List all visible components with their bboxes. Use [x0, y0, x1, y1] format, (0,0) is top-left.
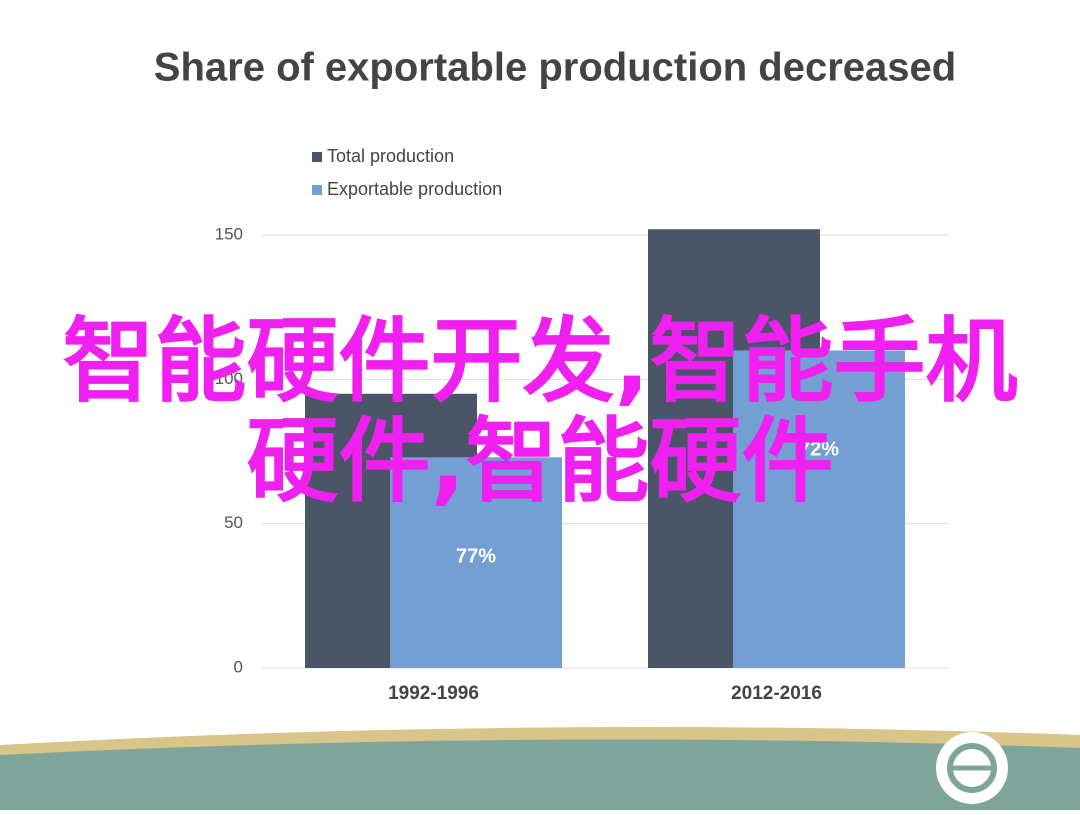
legend-label: Total production	[327, 146, 454, 166]
legend-swatch	[312, 152, 322, 162]
footer-wave	[0, 739, 1080, 810]
bar-annotation: 72%	[799, 439, 839, 461]
legend: Total production Exportable production	[312, 146, 502, 199]
y-tick-label: 150	[215, 224, 243, 243]
chart-title: Share of exportable production decreased	[154, 46, 956, 90]
y-tick-label: 100	[215, 369, 243, 388]
bar-annotation: 77%	[456, 546, 496, 568]
legend-label: Exportable production	[327, 179, 502, 199]
logo-ring	[947, 743, 997, 793]
y-tick-label: 0	[234, 657, 243, 676]
y-tick-label: 50	[224, 513, 243, 532]
legend-swatch	[312, 185, 322, 195]
x-tick-label: 1992-1996	[388, 683, 479, 704]
x-tick-label: 2012-2016	[731, 683, 822, 704]
bar	[390, 457, 562, 668]
overlay-text: 智能硬件开发,智能手机硬件,智能硬件	[62, 308, 1018, 515]
bar	[733, 350, 905, 668]
